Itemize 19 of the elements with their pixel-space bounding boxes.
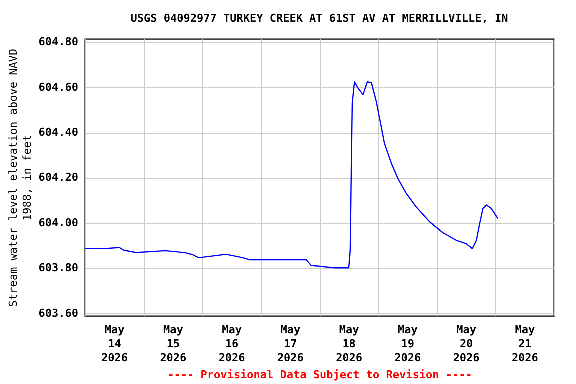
chart-title: USGS 04092977 TURKEY CREEK AT 61ST AV AT MERRILLVILLE, IN: [130, 12, 508, 26]
y-tick-label: 603.60: [38, 306, 78, 320]
y-tick-label: 604.40: [38, 126, 78, 140]
x-tick-label: May 17 2026: [277, 324, 304, 364]
y-tick-label: 604.00: [38, 216, 78, 230]
x-tick-label: May 21 2026: [512, 324, 539, 364]
y-tick-label: 603.80: [38, 262, 78, 275]
line-series: [85, 82, 499, 269]
y-tick-label: 604.80: [38, 36, 78, 49]
y-tick-label: 604.20: [38, 171, 78, 184]
y-axis-title: Stream water level elevation above NAVD 1988, in feet: [6, 48, 34, 308]
y-tick-label: 604.60: [38, 80, 78, 94]
text: ---- Provisional Data Subject to Revision ----: [168, 368, 472, 382]
x-tick-label: May 16 2026: [218, 324, 246, 364]
x-tick-label: May 18 2026: [336, 324, 363, 364]
x-tick-label: May 19 2026: [394, 324, 422, 364]
x-tick-label: May 20 2026: [453, 324, 480, 364]
x-tick-label: May 15 2026: [160, 324, 188, 364]
x-tick-label: May 14 2026: [102, 324, 128, 364]
